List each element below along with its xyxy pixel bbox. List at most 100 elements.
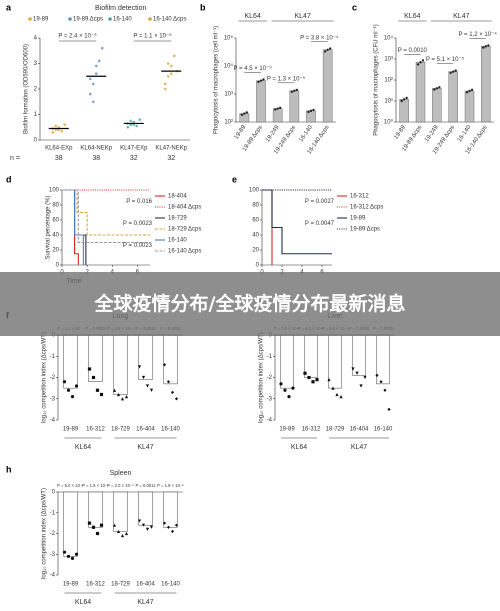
point [116,529,121,534]
point [307,110,310,114]
x-tick-label: 19-249 [424,124,440,143]
y-tick-label: -2 [267,375,273,381]
point [487,44,490,47]
bar [376,334,390,385]
p-value: P = 5.1 × 10⁻⁵ [426,56,465,63]
x-tick-label: 16-312 [302,427,321,433]
point [468,89,471,93]
y-tick-label: 2 [34,87,38,93]
y-tick-label: -1 [50,354,56,360]
group-label: KL47 [137,599,153,606]
point [421,59,425,62]
point [291,386,295,390]
x-tick-label: 16-140 [161,582,180,588]
point [419,61,422,64]
x-tick-label: KL64-EXp [45,146,73,152]
x-tick-label: 19-89 [63,582,79,588]
point [273,108,277,111]
y-tick-label: 60 [252,218,259,224]
point [132,120,136,124]
y-tick-label: -4 [50,418,56,424]
point [141,375,146,380]
y-tick-label: 0 [56,263,60,269]
x-tick-label: 16-312 [86,582,105,588]
point [311,380,315,384]
y-tick-label: -3 [50,552,56,558]
y-tick-label: 1 [34,112,38,118]
legend-label: 16-312 [350,194,369,200]
n-value: 32 [167,155,175,162]
point [162,521,167,525]
point [120,533,125,538]
point [57,128,61,132]
x-tick-label: KL47-NEKp [155,146,187,152]
point [112,523,117,527]
point [60,129,64,133]
point [166,74,170,78]
point [112,388,117,392]
p-value: P = 1.3 × 10⁻⁵ [267,75,306,82]
point [295,88,299,92]
bar [256,80,266,123]
bar [399,99,409,123]
legend-label: 16-140 [168,238,187,244]
point [245,111,249,114]
bar [63,334,78,389]
point [99,392,104,397]
n-value: 32 [130,155,138,162]
point [137,365,142,369]
point [166,380,171,384]
y-tick-label: 10¹ [384,99,393,105]
point [129,123,133,126]
bar [88,491,103,528]
bar [304,334,318,378]
bar [163,334,178,385]
y-tick-label: 10³ [224,92,233,98]
survival-line [62,189,150,244]
y-tick-label: 10⁰ [384,119,394,126]
point [290,90,294,93]
legend-label: 19-89 [33,17,49,23]
point [435,87,439,90]
y-axis-label: Phagocytosis of macrophages (cell ml⁻¹) [214,26,220,134]
y-tick-label: 10² [384,78,393,84]
x-tick-label: 19-89 [234,124,248,141]
survival-line [62,189,79,265]
point [124,531,129,536]
x-tick-label: 19-89 [393,124,407,141]
point [454,69,457,72]
y-tick-label: 20 [252,248,259,254]
bar [113,491,128,532]
survival-line [262,189,332,255]
banner: 全球疫情分布/全球疫情分布最新消息 [0,272,500,336]
y-tick-label: 20 [52,248,59,254]
point [87,367,92,371]
point [449,71,452,75]
chart-title: Spleen [110,470,132,477]
y-tick-label: -2 [50,375,56,381]
bar [63,491,78,557]
y-tick-label: 10² [224,120,233,126]
legend-swatch [108,17,112,21]
bar [464,90,475,123]
point [57,125,61,129]
y-tick-label: 80 [52,203,59,209]
point [120,397,125,401]
y-tick-label: -3 [267,396,273,402]
point [262,78,265,81]
point [331,386,335,390]
x-tick-label: 16-404 [350,427,369,433]
panel-letter: a [6,2,12,12]
point [387,407,391,411]
point [174,397,179,401]
legend-swatch [148,17,152,21]
y-axis-label: log₁₀ competition index (Δcps/WT) [259,332,265,423]
point [163,87,167,91]
point [94,72,98,75]
x-tick-label: 19-89 [63,427,79,433]
point [88,77,92,81]
point [383,388,387,392]
point [482,46,485,49]
point [66,554,71,558]
